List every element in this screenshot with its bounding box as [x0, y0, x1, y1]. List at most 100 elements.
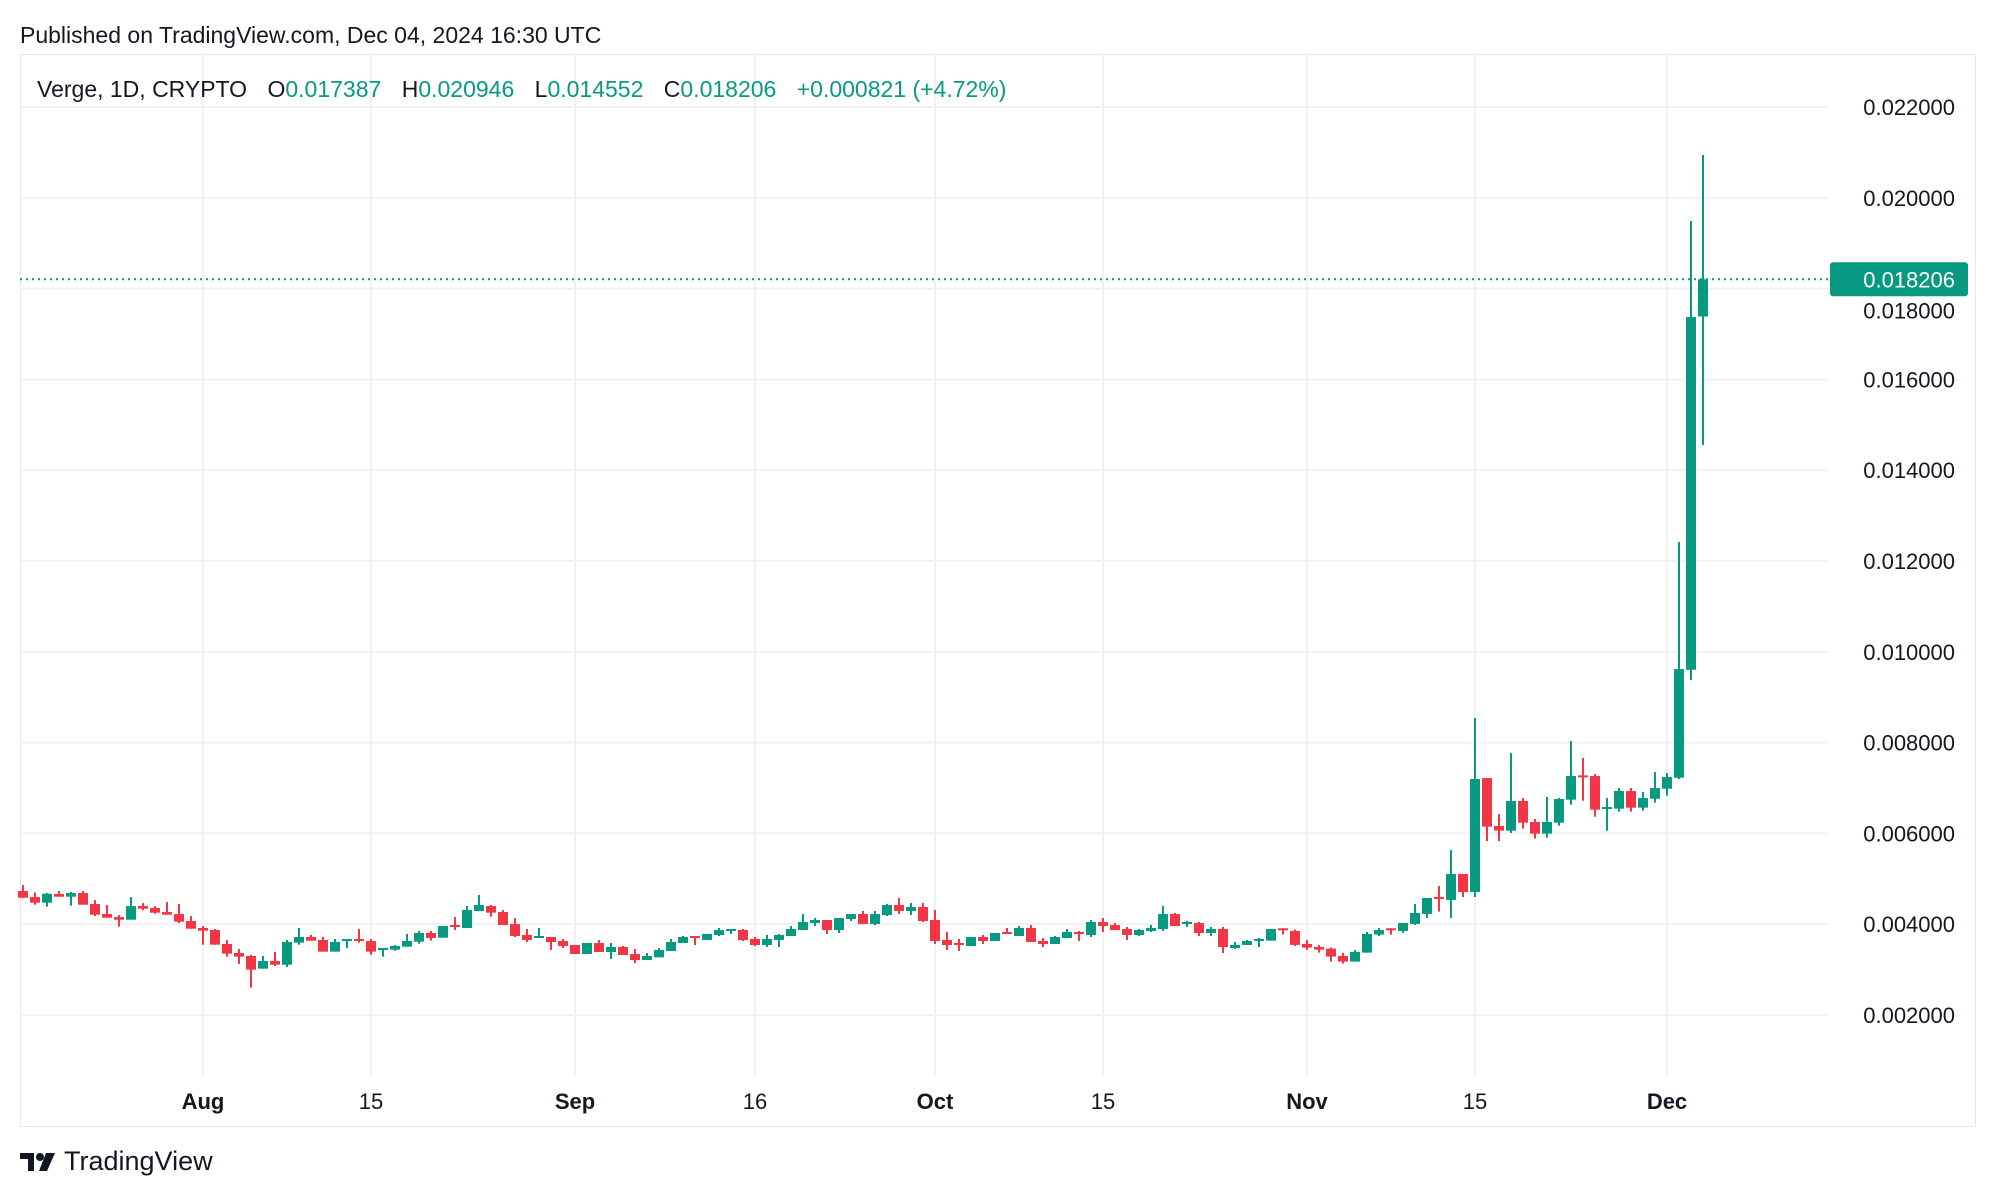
candle-body	[1530, 821, 1540, 834]
candle-body	[942, 939, 952, 945]
candle	[150, 906, 160, 914]
time-tick-label: 15	[359, 1089, 383, 1114]
candle-body	[954, 942, 964, 945]
candle-wick	[178, 904, 180, 924]
candle-body	[918, 907, 928, 922]
candle-body	[1350, 951, 1360, 962]
candle-body	[1134, 930, 1144, 936]
candle	[198, 926, 208, 945]
price-axis[interactable]: 0.002000 0.004000 0.006000 0.008000 0.010000…	[1863, 95, 1955, 1028]
legend-open-label: O	[267, 76, 286, 102]
candle	[282, 939, 292, 968]
candle	[666, 938, 676, 952]
candle-body	[66, 893, 76, 897]
candle-wick	[454, 917, 456, 931]
price-tick-label: 0.010000	[1863, 640, 1955, 665]
time-tick-label: Oct	[917, 1089, 954, 1114]
candle-body	[798, 922, 808, 931]
candle-wick	[202, 926, 204, 945]
candle-wick	[1654, 772, 1656, 803]
candle-body	[1290, 930, 1300, 945]
candle-body	[1170, 914, 1180, 927]
candle	[954, 938, 964, 951]
candle	[1530, 818, 1540, 839]
candle	[438, 926, 448, 938]
candle	[522, 929, 532, 942]
candle	[858, 911, 868, 925]
price-tick-label: 0.006000	[1863, 821, 1955, 846]
candle-body	[606, 946, 616, 953]
candle	[78, 891, 88, 905]
candle	[738, 929, 748, 941]
price-tick-label: 0.018000	[1863, 298, 1955, 323]
logo-text: TradingView	[64, 1146, 213, 1176]
candle-body	[1338, 955, 1348, 962]
candle-body	[366, 940, 376, 952]
candle-wick	[118, 915, 120, 927]
candle-body	[1590, 776, 1600, 810]
candle-body	[1002, 932, 1012, 935]
candle	[1566, 741, 1576, 805]
candle	[1302, 939, 1312, 950]
candle	[966, 937, 976, 946]
candle	[222, 939, 232, 957]
candle	[1494, 813, 1504, 842]
candle	[810, 918, 820, 927]
candle	[1170, 913, 1180, 927]
candle	[342, 938, 352, 948]
candle	[774, 934, 784, 947]
candle	[990, 933, 1000, 941]
candle-body	[378, 947, 388, 950]
price-tick-label: 0.022000	[1863, 95, 1955, 120]
candle	[1218, 927, 1228, 953]
candle-body	[1566, 776, 1576, 800]
candle-body	[102, 914, 112, 918]
candle	[1458, 873, 1468, 897]
candle	[1086, 920, 1096, 938]
candle-body	[90, 904, 100, 915]
candle-body	[1614, 791, 1624, 809]
candle-body	[1638, 798, 1648, 808]
candle	[702, 934, 712, 940]
candle	[354, 929, 364, 943]
candle-body	[306, 937, 316, 941]
candle-body	[1650, 788, 1660, 799]
candle	[690, 936, 700, 945]
candle-body	[438, 926, 448, 938]
candle-wick	[382, 947, 384, 957]
candle-wick	[1582, 758, 1584, 801]
candle-body	[822, 920, 832, 931]
candle	[630, 949, 640, 964]
candle	[1470, 718, 1480, 897]
candle	[786, 926, 796, 937]
candle	[1578, 758, 1588, 801]
candle	[270, 952, 280, 967]
candle-body	[1578, 775, 1588, 778]
candle	[1014, 926, 1024, 937]
candle-wick	[1006, 928, 1008, 935]
legend-open-value: 0.017387	[285, 76, 382, 102]
candle	[822, 920, 832, 935]
candle-wick	[1258, 937, 1260, 947]
time-axis[interactable]: Aug 15 Sep 16 Oct 15 Nov 15 Dec	[182, 1089, 1688, 1114]
candle-body	[570, 944, 580, 955]
candle-body	[990, 933, 1000, 941]
candle-wick	[1678, 542, 1680, 780]
candle-wick	[478, 895, 480, 912]
candle-body	[1422, 897, 1432, 914]
candle-wick	[358, 929, 360, 943]
candle-body	[1662, 777, 1672, 789]
candle-body	[786, 929, 796, 937]
candle-body	[1098, 922, 1108, 927]
candle	[558, 938, 568, 948]
candle	[894, 898, 904, 915]
candle-body	[522, 935, 532, 940]
candle-body	[318, 939, 328, 952]
legend-high-value: 0.020946	[418, 76, 515, 102]
tradingview-logo[interactable]: TradingView	[20, 1146, 213, 1177]
candle-body	[54, 894, 64, 897]
candle-body	[618, 946, 628, 956]
candle-body	[138, 906, 148, 909]
candle-body	[30, 897, 40, 903]
